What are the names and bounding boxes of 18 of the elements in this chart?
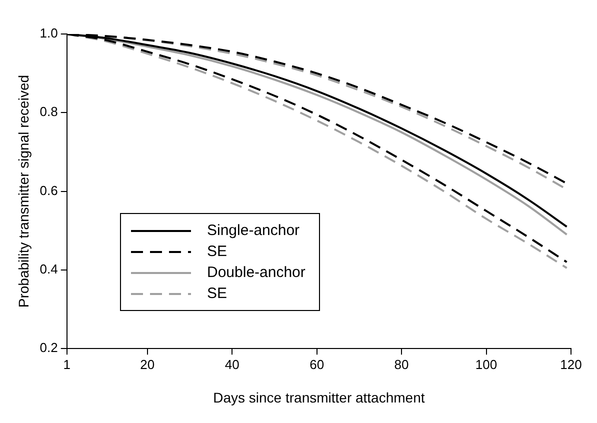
y-tick-label: 0.6: [40, 182, 58, 198]
y-axis-title: Probability transmitter signal received: [15, 74, 32, 308]
x-tick-label: 120: [560, 356, 582, 372]
y-tick-label: 0.2: [40, 340, 58, 356]
x-tick-label: 60: [310, 356, 324, 372]
x-tick-label: 40: [224, 356, 240, 372]
legend-label: SE: [207, 243, 228, 260]
x-tick-label: 1: [63, 356, 70, 372]
legend-label: Single-anchor: [207, 222, 300, 239]
y-tick-label: 1.0: [40, 26, 58, 41]
x-axis-title: Days since transmitter attachment: [213, 389, 425, 406]
x-tick-label: 100: [475, 356, 498, 372]
x-tick-label: 80: [394, 356, 409, 372]
x-tick-label: 20: [140, 356, 155, 372]
legend-label: SE: [207, 285, 228, 302]
legend-label: Double-anchor: [207, 264, 306, 281]
y-tick-label: 0.4: [40, 262, 58, 277]
y-tick-label: 0.8: [40, 104, 58, 120]
